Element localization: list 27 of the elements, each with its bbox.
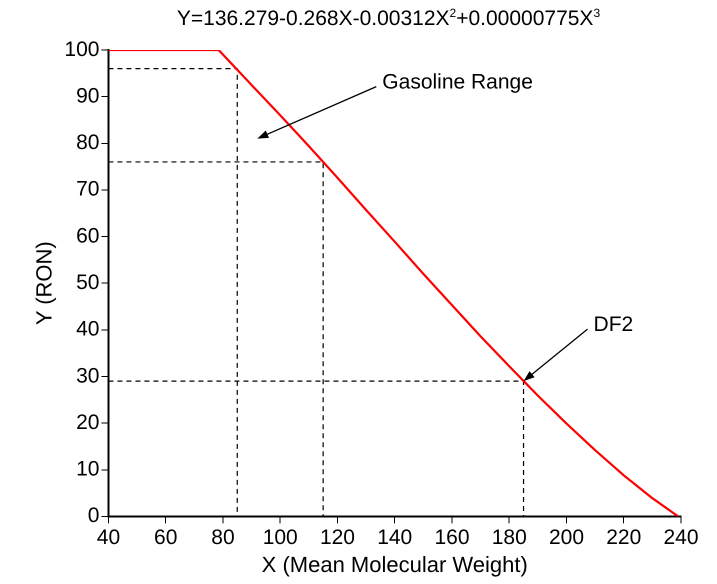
y-tick-label: 90	[76, 84, 100, 108]
y-tick-label: 80	[76, 131, 100, 154]
y-tick-label: 100	[64, 38, 100, 61]
annotation: Gasoline Range	[382, 70, 533, 94]
y-axis-title: Y (RON)	[31, 241, 56, 326]
x-tick-label: 240	[663, 526, 699, 549]
x-tick-label: 100	[262, 526, 298, 549]
x-tick-label: 80	[211, 526, 235, 549]
y-tick-label: 20	[76, 410, 100, 434]
chart-title: Y=136.279-0.268X-0.00312X$^{2}$+0.00000775X$^{3}$	[176, 6, 602, 31]
x-tick-label: 120	[320, 526, 355, 549]
annotation: DF2	[594, 312, 634, 336]
x-tick-label: 60	[154, 526, 178, 549]
x-axis-title: X (Mean Molecular Weight)	[262, 552, 528, 577]
x-tick-label: 180	[492, 526, 527, 549]
y-tick-label: 10	[76, 458, 100, 481]
x-tick-label: 200	[548, 526, 584, 549]
x-tick-label: 140	[377, 526, 412, 549]
x-tick-label: 160	[434, 526, 470, 549]
y-tick-label: 70	[76, 178, 100, 201]
x-tick-label: 40	[96, 526, 120, 549]
x-tick-label: 220	[606, 526, 642, 549]
y-tick-label: 0	[88, 504, 100, 528]
y-tick-label: 30	[76, 364, 100, 388]
y-tick-label: 50	[76, 270, 100, 294]
y-tick-label: 40	[76, 318, 100, 341]
y-tick-label: 60	[76, 224, 100, 248]
